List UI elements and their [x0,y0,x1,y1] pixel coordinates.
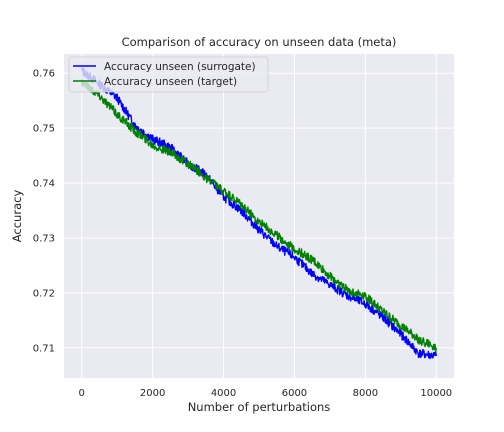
y-tick-label: 0.76 [33,69,55,80]
x-tick-label: 0 [79,388,85,399]
legend-label-surrogate: Accuracy unseen (surrogate) [104,61,256,73]
y-tick-label: 0.74 [33,179,55,190]
y-tick-label: 0.73 [33,233,55,244]
series-line-target [81,79,437,353]
y-ticks: 0.71 0.72 0.73 0.74 0.75 0.76 [33,69,55,355]
x-ticks: 0 2000 4000 6000 8000 10000 [79,388,453,399]
x-tick-label: 10000 [420,388,452,399]
series-layer [81,67,437,360]
legend-box [68,56,269,93]
chart-title: Comparison of accuracy on unseen data (m… [122,35,397,49]
x-axis-label: Number of perturbations [188,400,331,414]
legend-label-target: Accuracy unseen (target) [104,76,237,88]
x-tick-label: 6000 [282,388,307,399]
legend: Accuracy unseen (surrogate) Accuracy uns… [68,56,269,93]
x-tick-label: 2000 [140,388,165,399]
y-tick-label: 0.75 [33,124,55,135]
y-tick-label: 0.72 [33,288,55,299]
x-tick-label: 4000 [211,388,236,399]
y-tick-label: 0.71 [33,343,55,354]
grid [64,54,454,378]
y-axis-label: Accuracy [10,190,24,243]
x-tick-label: 8000 [353,388,378,399]
series-line-surrogate [81,67,437,360]
